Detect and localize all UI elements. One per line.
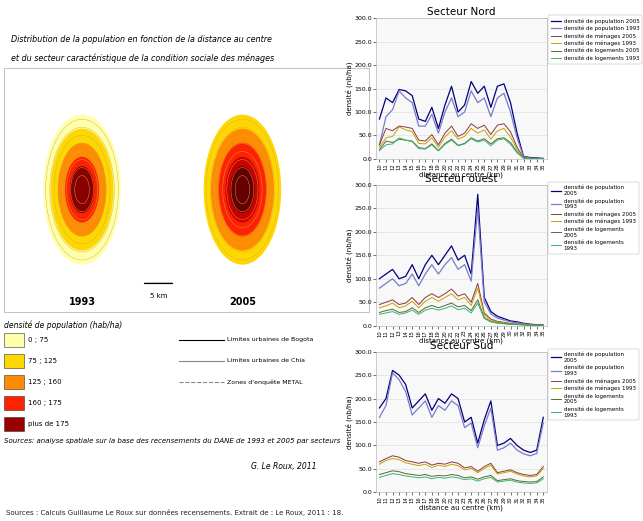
Title: Secteur Sud: Secteur Sud: [430, 341, 493, 351]
Text: 1993: 1993: [69, 297, 96, 307]
Text: 2005: 2005: [229, 297, 256, 307]
Title: Secteur Nord: Secteur Nord: [427, 7, 496, 18]
Text: Sources: analyse spatiale sur la base des recensements du DANE de 1993 et 2005 p: Sources: analyse spatiale sur la base de…: [4, 438, 340, 444]
Text: Zones d'enquête METAL: Zones d'enquête METAL: [228, 379, 303, 384]
Legend: densité de population
2005, densité de population
1993, densité de ménages 2005,: densité de population 2005, densité de p…: [548, 349, 638, 420]
Ellipse shape: [65, 157, 99, 222]
X-axis label: distance au centre (km): distance au centre (km): [419, 505, 503, 511]
Ellipse shape: [211, 129, 274, 251]
FancyBboxPatch shape: [4, 354, 24, 368]
X-axis label: distance au centre (km): distance au centre (km): [419, 171, 503, 178]
Y-axis label: densité (nb/ha): densité (nb/ha): [345, 395, 353, 449]
FancyBboxPatch shape: [4, 68, 369, 312]
Text: G. Le Roux, 2011: G. Le Roux, 2011: [251, 462, 317, 470]
FancyBboxPatch shape: [4, 333, 24, 347]
Ellipse shape: [58, 143, 106, 237]
Ellipse shape: [226, 157, 259, 222]
Ellipse shape: [204, 115, 281, 265]
Ellipse shape: [43, 115, 121, 265]
Y-axis label: densité (nb/ha): densité (nb/ha): [345, 229, 353, 282]
Text: et du secteur caractéristique de la condition sociale des ménages: et du secteur caractéristique de la cond…: [11, 54, 275, 63]
Text: 160 ; 175: 160 ; 175: [28, 400, 62, 406]
Legend: densité de population 2005, densité de population 1993, densité de ménages 2005,: densité de population 2005, densité de p…: [548, 16, 642, 64]
Legend: densité de population
2005, densité de population
1993, densité de ménages 2005,: densité de population 2005, densité de p…: [548, 182, 638, 254]
FancyBboxPatch shape: [4, 396, 24, 410]
Text: Sources : Calculs Guillaume Le Roux sur données recensements. Extrait de : Le Ro: Sources : Calculs Guillaume Le Roux sur …: [6, 509, 344, 516]
FancyBboxPatch shape: [4, 417, 24, 431]
Ellipse shape: [70, 166, 94, 213]
Text: densité de population (hab/ha): densité de population (hab/ha): [4, 321, 122, 330]
Text: Distribution de la population en fonction de la distance au centre: Distribution de la population en fonctio…: [11, 35, 272, 44]
Title: Secteur ouest: Secteur ouest: [425, 174, 498, 184]
Text: 5 km: 5 km: [150, 293, 167, 299]
Ellipse shape: [218, 143, 267, 237]
X-axis label: distance au centre (km): distance au centre (km): [419, 338, 503, 344]
Ellipse shape: [230, 166, 255, 213]
Text: 0 ; 75: 0 ; 75: [28, 337, 48, 343]
Text: plus de 175: plus de 175: [28, 421, 69, 427]
Text: 75 ; 125: 75 ; 125: [28, 358, 57, 364]
Text: Limites urbaines de Bogota: Limites urbaines de Bogota: [228, 337, 314, 342]
Text: 125 ; 160: 125 ; 160: [28, 379, 62, 385]
FancyBboxPatch shape: [4, 375, 24, 389]
Y-axis label: densité (nb/ha): densité (nb/ha): [345, 62, 353, 115]
Text: Limites urbaines de Chia: Limites urbaines de Chia: [228, 358, 305, 363]
Ellipse shape: [51, 129, 114, 251]
